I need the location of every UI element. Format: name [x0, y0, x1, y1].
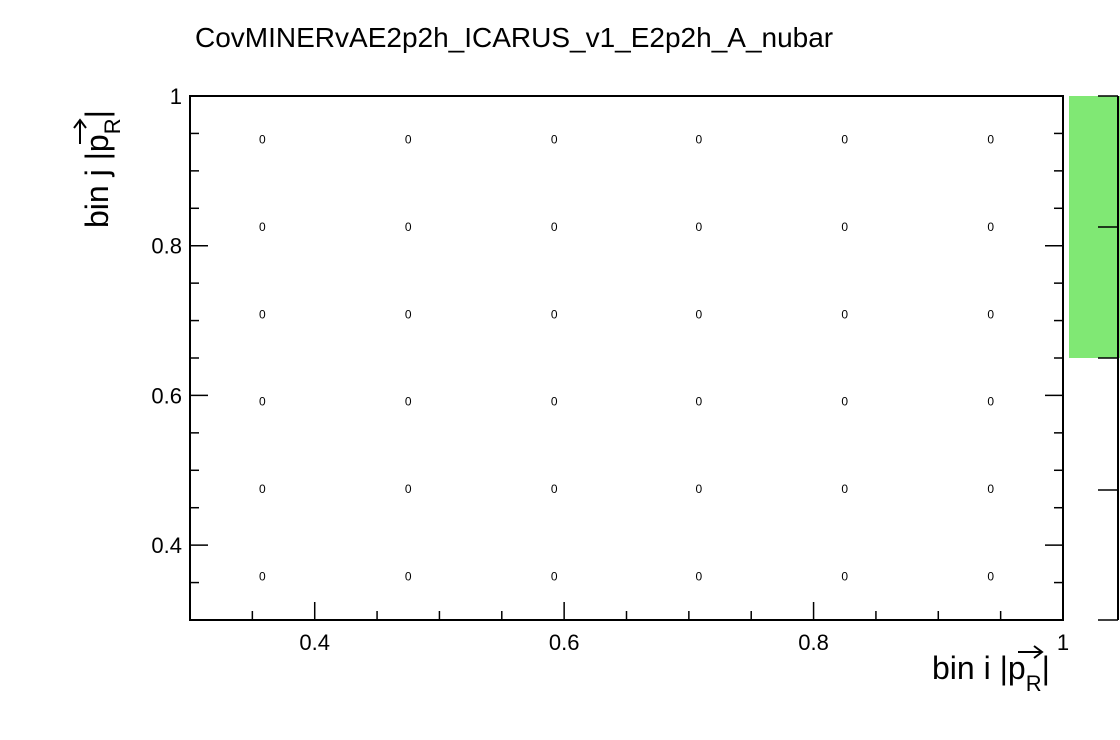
cell-value-label: 0 [841, 394, 848, 408]
x-tick-label: 0.4 [299, 630, 330, 655]
cell-value-label: 0 [405, 132, 412, 146]
plot-area [189, 95, 1064, 621]
y-axis-title-group: bin j |pR| [73, 110, 125, 228]
y-vector-arrow [73, 118, 87, 144]
y-tick-label: 1 [170, 84, 182, 109]
y-axis-title-text: bin j |pR| [79, 110, 125, 228]
cell-value-label: 0 [695, 220, 702, 234]
cell-value-label: 0 [405, 570, 412, 584]
y-tick-label: 0.6 [151, 383, 182, 408]
cell-value-label: 0 [841, 132, 848, 146]
cell-value-label: 0 [841, 308, 848, 322]
cell-value-label: 0 [405, 308, 412, 322]
chart-title: CovMINERvAE2p2h_ICARUS_v1_E2p2h_A_nubar [195, 22, 833, 53]
x-tick-label: 0.8 [798, 630, 829, 655]
cell-value-label: 0 [551, 570, 558, 584]
cell-value-label: 0 [405, 394, 412, 408]
cell-value-label: 0 [987, 220, 994, 234]
y-axis: 0.4 0.6 0.8 1 [151, 84, 1063, 621]
cell-value-label: 0 [987, 308, 994, 322]
cell-value-label: 0 [551, 220, 558, 234]
cell-value-label: 0 [405, 220, 412, 234]
cell-value-label: 0 [695, 394, 702, 408]
cell-value-label: 0 [551, 394, 558, 408]
cell-value-label: 0 [987, 394, 994, 408]
cell-value-label: 0 [259, 570, 266, 584]
cell-value-label: 0 [551, 308, 558, 322]
cell-value-label: 0 [695, 308, 702, 322]
x-tick-label: 1 [1057, 630, 1069, 655]
x-axis-title: bin i |pR| [932, 645, 1050, 696]
x-tick-label: 0.6 [549, 630, 580, 655]
y-tick-label: 0.8 [151, 234, 182, 259]
cell-value-label: 0 [987, 482, 994, 496]
cell-value-label: 0 [405, 482, 412, 496]
cell-value-label: 0 [841, 570, 848, 584]
cell-value-label: 0 [551, 482, 558, 496]
plot-frame [189, 95, 1064, 621]
cell-value-label: 0 [695, 132, 702, 146]
cell-value-label: 0 [841, 220, 848, 234]
y-tick-label: 0.4 [151, 533, 182, 558]
cell-value-label: 0 [259, 308, 266, 322]
color-palette [1069, 95, 1120, 621]
cell-value-label: 0 [987, 570, 994, 584]
cell-value-label: 0 [551, 132, 558, 146]
cell-value-label: 0 [259, 482, 266, 496]
cell-value-label: 0 [695, 570, 702, 584]
cell-labels: 0 0 0 0 0 0 0 0 0 0 0 0 0 0 0 0 0 0 0 0 0 0 0 0 0 0 0 0 0 0 0 0 0 0 0 0 [259, 132, 994, 583]
x-axis-title-text: bin i |pR| [932, 650, 1050, 696]
cell-value-label: 0 [259, 132, 266, 146]
cell-value-label: 0 [841, 482, 848, 496]
y-axis-title: bin j |pR| [73, 110, 125, 228]
x-axis: 0.4 0.6 0.8 1 [189, 602, 1069, 655]
cell-value-label: 0 [259, 394, 266, 408]
cell-value-label: 0 [987, 132, 994, 146]
cell-value-label: 0 [259, 220, 266, 234]
x-vector-arrow [1018, 645, 1044, 659]
cell-value-label: 0 [695, 482, 702, 496]
